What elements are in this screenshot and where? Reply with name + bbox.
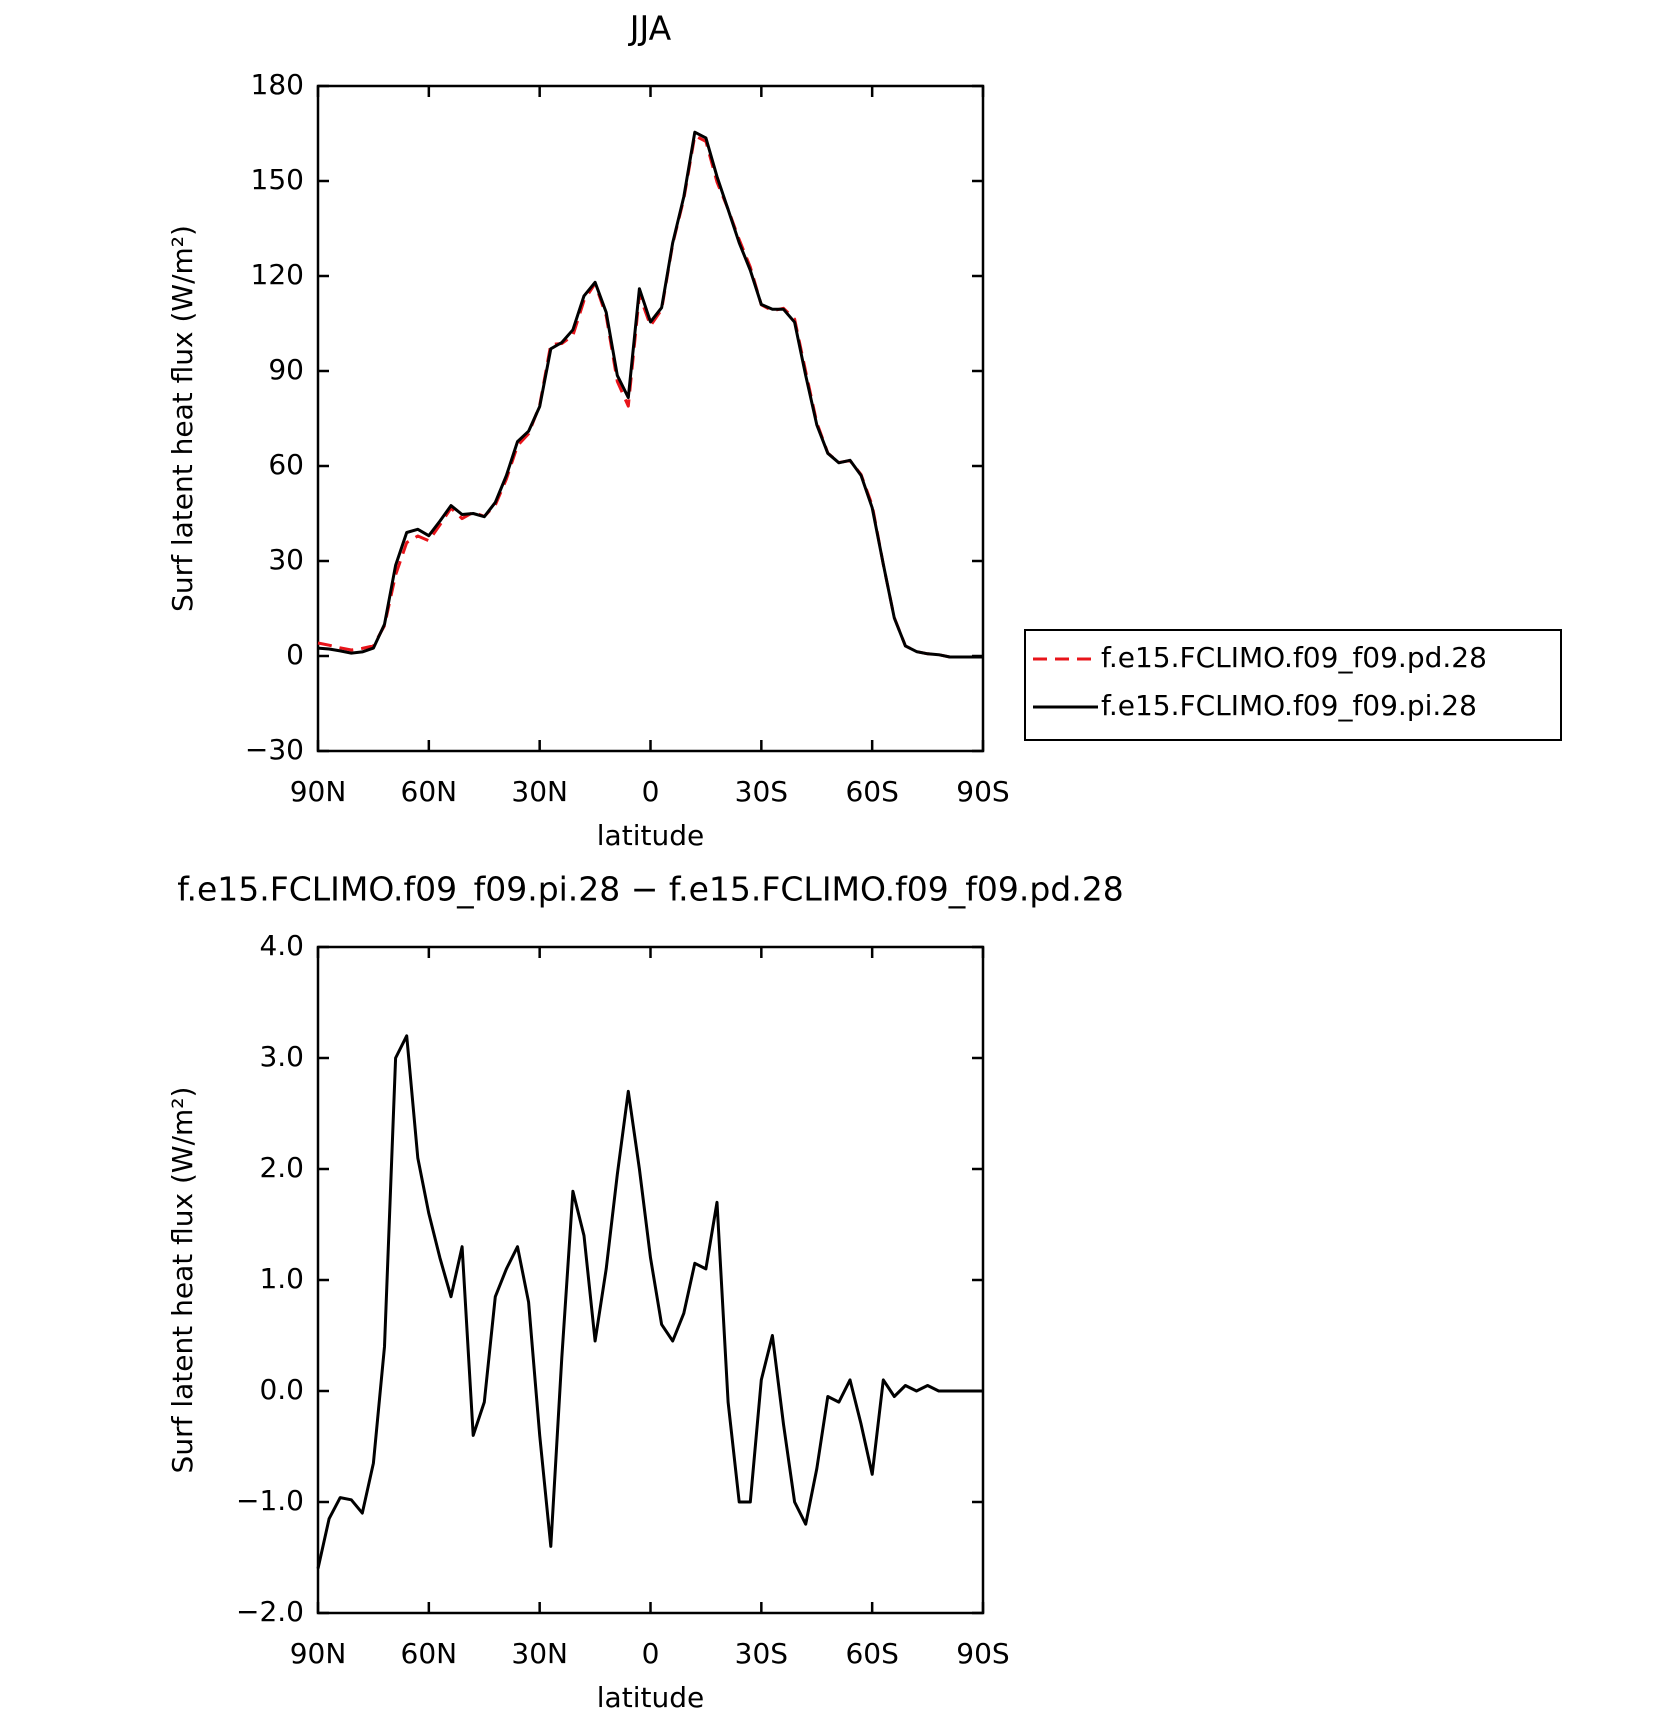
x-axis-label: latitude	[597, 819, 704, 852]
x-axis-label: latitude	[597, 1681, 704, 1714]
y-tick-label: 0	[286, 638, 304, 671]
y-tick-label: 90	[268, 353, 304, 386]
x-tick-label: 30S	[735, 1637, 788, 1670]
y-tick-label: −1.0	[236, 1484, 304, 1517]
y-tick-label: −2.0	[236, 1595, 304, 1628]
x-tick-label: 90S	[956, 1637, 1009, 1670]
y-tick-label: 0.0	[259, 1373, 304, 1406]
x-tick-label: 0	[642, 1637, 660, 1670]
legend-label: f.e15.FCLIMO.f09_f09.pi.28	[1101, 689, 1477, 722]
legend-box	[1024, 629, 1562, 741]
x-tick-label: 60S	[845, 775, 898, 808]
x-tick-label: 90N	[290, 1637, 347, 1670]
y-tick-label: 1.0	[259, 1262, 304, 1295]
y-tick-label: 120	[251, 258, 304, 291]
x-tick-label: 30N	[511, 1637, 568, 1670]
series-line	[316, 1034, 983, 1569]
x-tick-label: 60S	[845, 1637, 898, 1670]
plot-frame	[316, 945, 985, 1615]
y-tick-label: −30	[245, 733, 304, 766]
x-tick-label: 30N	[511, 775, 568, 808]
x-tick-label: 60N	[401, 1637, 458, 1670]
x-tick-label: 90S	[956, 775, 1009, 808]
x-tick-label: 60N	[401, 775, 458, 808]
y-tick-label: 180	[251, 68, 304, 101]
y-tick-label: 30	[268, 543, 304, 576]
y-tick-label: 3.0	[259, 1040, 304, 1073]
y-axis-label: Surf latent heat flux (W/m²)	[166, 1087, 199, 1474]
series-line	[317, 130, 983, 659]
chart-title: f.e15.FCLIMO.f09_f09.pi.28 − f.e15.FCLIM…	[177, 870, 1123, 909]
x-tick-label: 30S	[735, 775, 788, 808]
x-tick-label: 0	[642, 775, 660, 808]
series-line	[317, 134, 983, 659]
y-tick-label: 60	[268, 448, 304, 481]
y-axis-label: Surf latent heat flux (W/m²)	[166, 225, 199, 612]
plot-frame	[316, 84, 985, 753]
y-tick-label: 150	[251, 163, 304, 196]
y-tick-label: 4.0	[259, 929, 304, 962]
chart-title: JJA	[628, 9, 672, 48]
legend-label: f.e15.FCLIMO.f09_f09.pd.28	[1101, 641, 1487, 674]
x-tick-label: 90N	[290, 775, 347, 808]
y-tick-label: 2.0	[259, 1151, 304, 1184]
